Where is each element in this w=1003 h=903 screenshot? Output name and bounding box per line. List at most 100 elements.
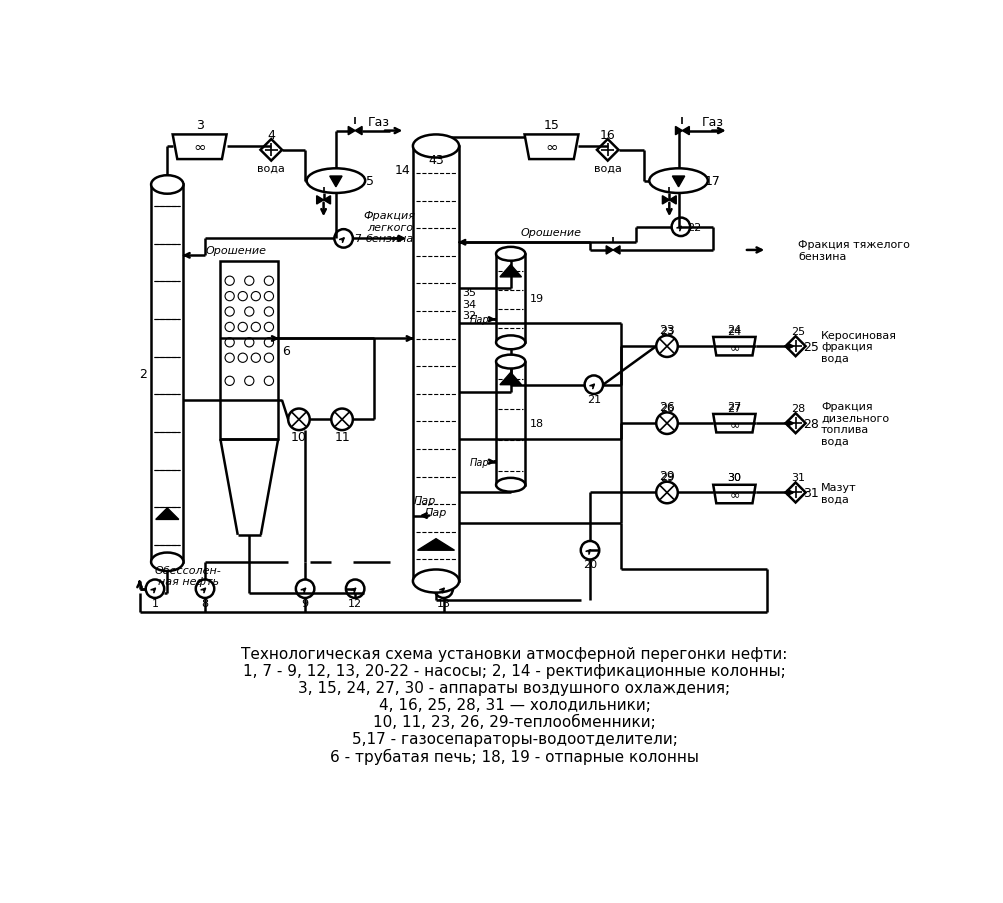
- Circle shape: [238, 293, 247, 302]
- Ellipse shape: [649, 169, 707, 194]
- Text: 11: 11: [334, 431, 350, 443]
- Text: 10, 11, 23, 26, 29-теплообменники;: 10, 11, 23, 26, 29-теплообменники;: [373, 714, 655, 730]
- Text: Технологическая схема установки атмосферной перегонки нефти:: Технологическая схема установки атмосфер…: [241, 647, 787, 662]
- Text: 14: 14: [394, 163, 409, 176]
- Text: Пар: Пар: [468, 457, 488, 467]
- Ellipse shape: [495, 479, 525, 492]
- Circle shape: [245, 277, 254, 286]
- Polygon shape: [784, 483, 804, 503]
- Circle shape: [656, 413, 677, 434]
- Text: 26: 26: [659, 400, 674, 414]
- Polygon shape: [260, 140, 282, 162]
- Ellipse shape: [495, 355, 525, 369]
- Text: 13: 13: [436, 598, 450, 608]
- Text: Пар: Пар: [424, 507, 447, 517]
- Bar: [151, 185, 184, 563]
- Circle shape: [264, 339, 273, 348]
- Text: 9: 9: [301, 598, 308, 608]
- Text: 31: 31: [802, 487, 818, 499]
- Circle shape: [331, 409, 352, 431]
- Text: 32: 32: [461, 311, 475, 321]
- Text: 28: 28: [802, 417, 818, 430]
- Polygon shape: [316, 197, 323, 205]
- Text: 25: 25: [802, 340, 818, 353]
- Circle shape: [656, 482, 677, 504]
- Circle shape: [225, 339, 234, 348]
- Polygon shape: [348, 127, 355, 135]
- Circle shape: [225, 377, 234, 386]
- Bar: [495, 362, 525, 485]
- Text: 8: 8: [202, 598, 209, 608]
- Circle shape: [264, 308, 273, 317]
- Polygon shape: [355, 127, 362, 135]
- Circle shape: [225, 277, 234, 286]
- Circle shape: [196, 580, 214, 599]
- Text: 4: 4: [267, 129, 275, 142]
- Circle shape: [264, 293, 273, 302]
- Text: 1: 1: [151, 598, 158, 608]
- Text: 12: 12: [348, 598, 362, 608]
- Polygon shape: [329, 177, 342, 188]
- Text: Орошение: Орошение: [205, 246, 266, 256]
- Circle shape: [225, 293, 234, 302]
- Polygon shape: [155, 508, 179, 520]
- Text: ∞: ∞: [545, 140, 558, 155]
- Text: 20: 20: [583, 560, 597, 570]
- Text: вода: вода: [593, 163, 621, 173]
- Polygon shape: [712, 338, 755, 356]
- Polygon shape: [784, 337, 804, 357]
- Text: 29: 29: [659, 472, 673, 482]
- Circle shape: [584, 376, 603, 395]
- Circle shape: [580, 542, 599, 560]
- Text: Газ: Газ: [367, 116, 389, 129]
- Text: Газ: Газ: [701, 116, 723, 129]
- Text: 3: 3: [196, 119, 204, 132]
- Circle shape: [334, 230, 352, 248]
- Text: 15: 15: [543, 119, 559, 132]
- Circle shape: [245, 339, 254, 348]
- Text: 22: 22: [687, 222, 701, 233]
- Polygon shape: [712, 485, 755, 504]
- Circle shape: [288, 409, 309, 431]
- Polygon shape: [606, 247, 613, 255]
- Polygon shape: [662, 197, 669, 205]
- Text: 23: 23: [659, 326, 673, 337]
- Ellipse shape: [495, 247, 525, 262]
- Polygon shape: [323, 197, 330, 205]
- Text: 27: 27: [726, 402, 741, 412]
- Text: 5,17 - газосепараторы-водоотделители;: 5,17 - газосепараторы-водоотделители;: [351, 731, 677, 747]
- Text: 23: 23: [659, 323, 674, 336]
- Text: 30: 30: [726, 472, 740, 482]
- Circle shape: [245, 308, 254, 317]
- Text: Фракция тяжелого
бензина: Фракция тяжелого бензина: [797, 240, 909, 262]
- Text: 7: 7: [353, 234, 361, 244]
- Text: вода: вода: [257, 163, 285, 173]
- Text: Пар: Пар: [468, 315, 488, 325]
- Circle shape: [656, 336, 677, 358]
- Circle shape: [434, 580, 452, 599]
- Circle shape: [238, 323, 247, 332]
- Text: 43: 43: [427, 154, 443, 167]
- Ellipse shape: [151, 176, 184, 194]
- Polygon shape: [417, 539, 454, 551]
- Circle shape: [225, 308, 234, 317]
- Text: 27: 27: [726, 404, 740, 414]
- Circle shape: [225, 354, 234, 363]
- Text: 28: 28: [790, 404, 804, 414]
- Circle shape: [264, 377, 273, 386]
- Text: 2: 2: [139, 368, 147, 380]
- Text: 19: 19: [530, 293, 544, 303]
- Circle shape: [145, 580, 164, 599]
- Circle shape: [245, 377, 254, 386]
- Text: 31: 31: [790, 472, 804, 482]
- Bar: [412, 147, 458, 582]
- Ellipse shape: [306, 169, 365, 194]
- Polygon shape: [613, 247, 620, 255]
- Ellipse shape: [412, 135, 458, 158]
- Text: 5: 5: [365, 175, 373, 188]
- Text: Керосиновая
фракция
вода: Керосиновая фракция вода: [820, 330, 896, 363]
- Text: 24: 24: [726, 326, 740, 337]
- Polygon shape: [499, 373, 521, 386]
- Text: 35: 35: [461, 288, 475, 298]
- Text: 30: 30: [726, 472, 740, 482]
